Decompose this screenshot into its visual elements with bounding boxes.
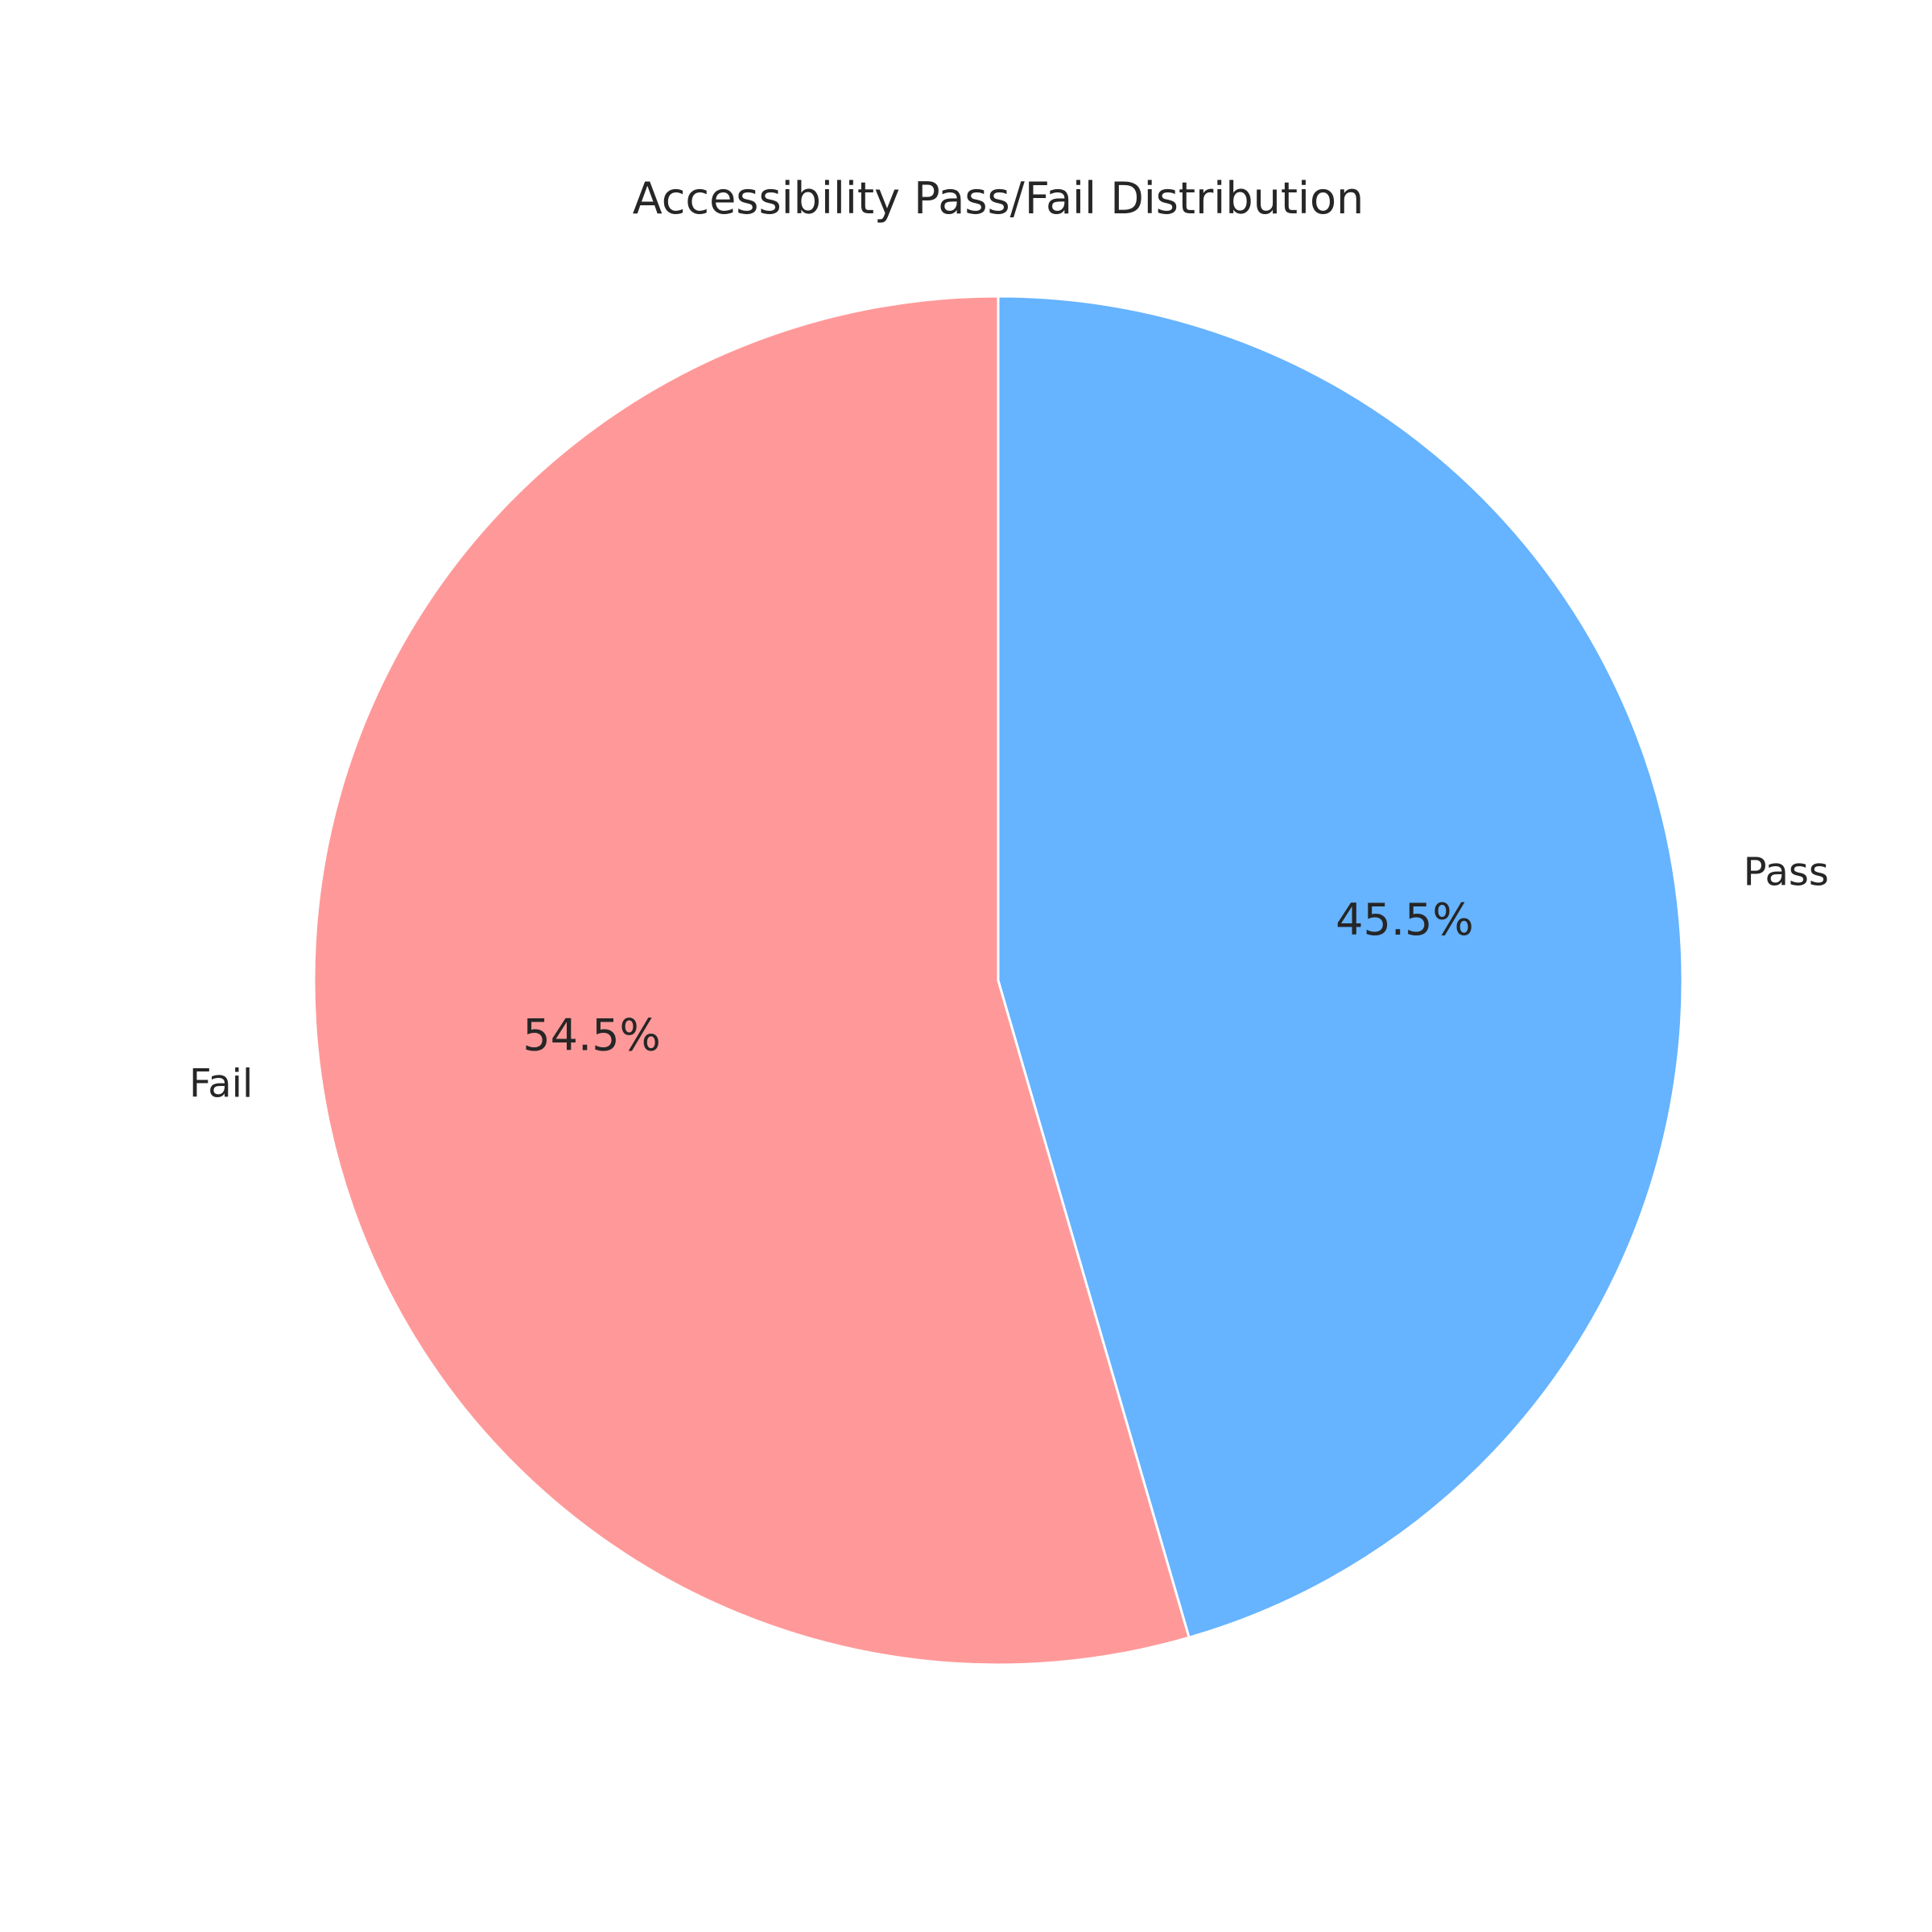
slice-percent-pass: 45.5% — [1335, 894, 1474, 945]
pie-slice-fail — [312, 295, 1191, 1666]
slice-label-pass: Pass — [1744, 849, 1829, 894]
slice-label-fail: Fail — [189, 1062, 253, 1107]
slice-percent-fail: 54.5% — [522, 1010, 661, 1061]
chart-title: Accessibility Pass/Fail Distribution — [633, 173, 1364, 224]
pie-labels: Pass 45.5% Fail 54.5% — [189, 849, 1829, 1106]
pie-slices — [312, 295, 1684, 1666]
pie-slice-pass — [997, 295, 1684, 1639]
